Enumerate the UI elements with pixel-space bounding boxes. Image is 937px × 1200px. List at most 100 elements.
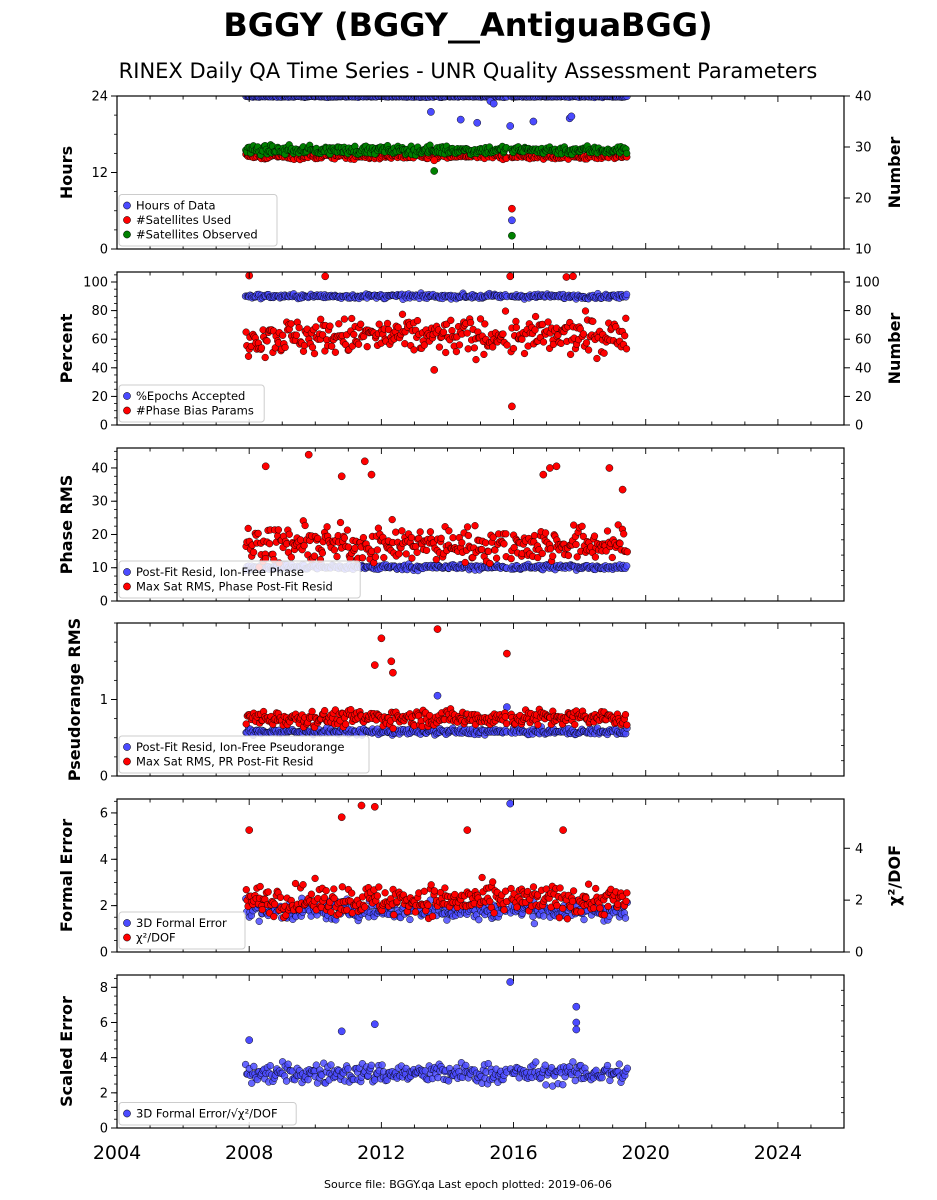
- legend-marker: [123, 568, 131, 576]
- outlier-point: [367, 470, 376, 479]
- data-point: [340, 534, 349, 542]
- data-point: [441, 884, 449, 892]
- data-point: [314, 534, 322, 543]
- data-point: [258, 905, 266, 914]
- data-point: [507, 555, 515, 563]
- data-point: [363, 343, 371, 351]
- figure-title: BGGY (BGGY__AntiguaBGG): [223, 6, 712, 44]
- data-point: [518, 335, 526, 343]
- data-point: [614, 521, 622, 529]
- data-point: [331, 348, 340, 356]
- data-point: [335, 320, 343, 328]
- data-point: [623, 149, 631, 158]
- y-axis-label: Formal Error: [57, 819, 76, 932]
- y-right-tick-label: 2: [855, 894, 863, 909]
- outlier-point: [245, 1036, 254, 1044]
- data-point: [489, 343, 497, 351]
- y-tick-label: 2: [100, 1086, 108, 1101]
- y-right-axis-label: Number: [885, 313, 904, 385]
- data-point: [281, 343, 289, 352]
- data-point: [318, 549, 327, 557]
- data-point: [593, 354, 601, 363]
- legend-scaled: 3D Formal Error/√χ²/DOF: [118, 1102, 297, 1126]
- data-point: [301, 521, 309, 530]
- data-point: [589, 904, 598, 912]
- outlier-point: [337, 472, 346, 481]
- data-point: [621, 710, 630, 719]
- data-point: [542, 1081, 550, 1089]
- legend-marker: [123, 743, 131, 751]
- data-point: [322, 887, 330, 895]
- y-right-axis-label: Number: [885, 137, 904, 209]
- data-point: [270, 912, 278, 921]
- legend-box: [118, 384, 265, 423]
- data-point: [424, 901, 432, 909]
- data-point: [452, 347, 461, 356]
- data-point: [466, 318, 475, 327]
- data-point: [407, 533, 416, 542]
- data-point: [373, 546, 382, 554]
- data-point: [489, 878, 497, 886]
- data-point: [622, 314, 630, 322]
- data-point: [579, 330, 588, 338]
- data-point: [596, 904, 604, 912]
- data-point: [531, 326, 539, 334]
- outlier-point: [572, 1002, 581, 1011]
- data-point: [603, 527, 612, 535]
- y-tick-label: 0: [100, 1122, 108, 1137]
- data-point: [378, 1061, 386, 1069]
- data-point: [340, 315, 349, 323]
- data-point: [499, 330, 507, 338]
- data-point: [471, 522, 479, 530]
- legend-marker: [123, 216, 131, 224]
- data-point: [553, 901, 561, 910]
- y-tick-label: 12: [91, 166, 108, 181]
- y-right-tick-label: 40: [855, 361, 872, 376]
- data-point: [282, 1077, 291, 1085]
- y-tick-label: 80: [91, 304, 108, 319]
- y-tick-label: 20: [91, 390, 108, 405]
- data-point: [481, 320, 489, 328]
- data-point: [343, 526, 352, 534]
- outlier-point: [546, 464, 554, 472]
- data-point: [327, 1061, 335, 1069]
- outlier-point: [572, 1025, 581, 1034]
- data-point: [432, 555, 440, 564]
- data-point: [480, 350, 488, 359]
- data-point: [463, 523, 472, 531]
- data-point: [264, 888, 272, 896]
- panel-phase-marks: [242, 450, 631, 575]
- outlier-point: [370, 661, 379, 669]
- panel-pseudorange-marks: [242, 625, 631, 739]
- data-point: [472, 355, 480, 364]
- data-point: [295, 324, 303, 332]
- data-point: [581, 307, 590, 315]
- outlier-point: [489, 99, 498, 108]
- data-point: [598, 1074, 606, 1082]
- outlier-point: [503, 649, 511, 658]
- data-point: [338, 883, 346, 891]
- data-point: [434, 1073, 442, 1082]
- data-point: [310, 552, 319, 560]
- data-point: [608, 553, 616, 562]
- data-point: [580, 915, 588, 924]
- data-point: [398, 527, 406, 535]
- data-point: [374, 524, 383, 532]
- outlier-point: [433, 625, 442, 633]
- data-point: [513, 903, 521, 911]
- data-point: [534, 553, 542, 562]
- legend-box: [118, 560, 361, 599]
- data-point: [320, 893, 329, 902]
- data-point: [250, 1062, 258, 1071]
- data-point: [500, 540, 508, 548]
- outlier-point: [360, 457, 369, 466]
- data-point: [284, 1060, 292, 1068]
- data-point: [566, 350, 575, 359]
- data-point: [563, 915, 572, 923]
- data-point: [449, 534, 457, 542]
- data-point: [546, 545, 555, 553]
- data-point: [266, 1062, 274, 1070]
- data-point: [330, 885, 338, 893]
- y-right-tick-label: 4: [855, 842, 863, 857]
